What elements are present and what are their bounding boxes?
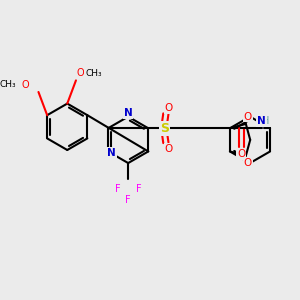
Text: N: N bbox=[124, 108, 133, 118]
Text: F: F bbox=[115, 184, 121, 194]
Text: N: N bbox=[107, 148, 116, 158]
Text: F: F bbox=[125, 195, 131, 205]
Text: H: H bbox=[262, 116, 270, 126]
Text: CH₃: CH₃ bbox=[85, 69, 102, 78]
Text: O: O bbox=[76, 68, 84, 78]
Text: F: F bbox=[136, 184, 141, 194]
Text: N: N bbox=[257, 116, 266, 126]
Text: O: O bbox=[244, 112, 252, 122]
Text: O: O bbox=[165, 103, 173, 113]
Text: O: O bbox=[237, 149, 245, 159]
Text: S: S bbox=[160, 122, 169, 135]
Text: O: O bbox=[244, 158, 252, 168]
Text: O: O bbox=[165, 143, 173, 154]
Text: CH₃: CH₃ bbox=[0, 80, 16, 89]
Text: O: O bbox=[22, 80, 29, 90]
